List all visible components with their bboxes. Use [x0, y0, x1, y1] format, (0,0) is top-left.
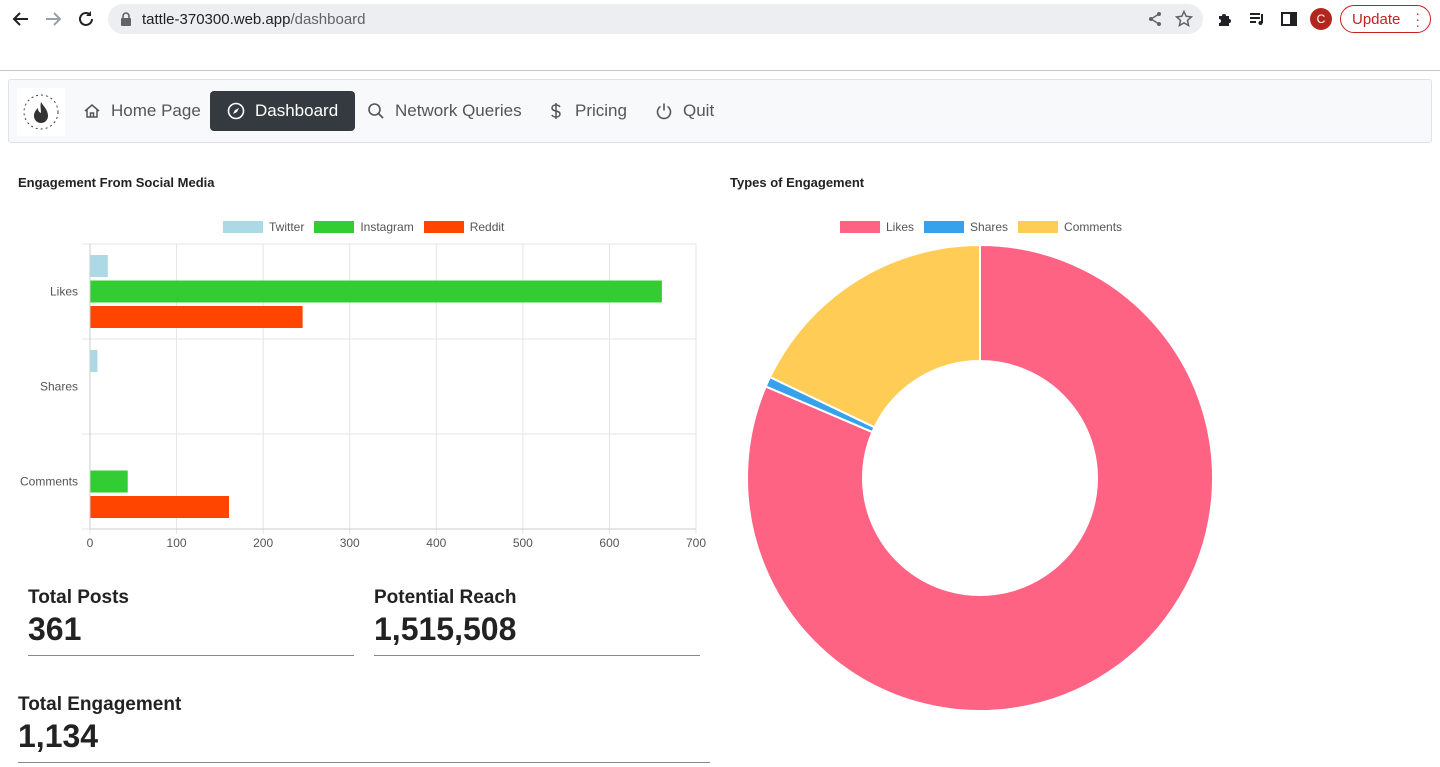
stat-total-posts: Total Posts 361 — [28, 587, 354, 656]
stat-total-posts-label: Total Posts — [28, 587, 129, 608]
power-icon — [656, 103, 672, 120]
forward-arrow-icon — [46, 12, 62, 26]
x-tick-label: 500 — [513, 536, 533, 550]
reload-icon — [79, 11, 93, 26]
update-button[interactable]: Update · · · — [1340, 5, 1431, 33]
more-vert-icon: · · · — [1415, 5, 1420, 33]
bar-reddit-comments[interactable] — [90, 496, 230, 518]
donut-chart-legend: Likes Shares Comments — [840, 220, 1132, 234]
bar-twitter-likes[interactable] — [90, 255, 108, 277]
media-control-icon[interactable] — [1246, 8, 1268, 30]
stat-total-engagement-label: Total Engagement — [18, 694, 182, 715]
forward-button[interactable] — [41, 7, 65, 31]
stat-potential-reach-value: 1,515,508 — [374, 611, 517, 647]
tattle-logo[interactable] — [17, 88, 65, 136]
x-tick-label: 200 — [253, 536, 273, 550]
legend-swatch-shares — [924, 221, 965, 233]
url-host: tattle-370300.web.app — [142, 11, 291, 28]
chrome-divider — [0, 70, 1440, 71]
legend-label-comments: Comments — [1064, 220, 1123, 234]
home-icon — [84, 104, 100, 118]
lock-icon — [121, 12, 131, 26]
donut-chart-title: Types of Engagement — [730, 175, 865, 190]
x-tick-label: 600 — [599, 536, 619, 550]
profile-avatar[interactable]: C — [1310, 8, 1332, 30]
nav-network-queries[interactable]: Network Queries — [350, 91, 539, 131]
bar-chart: 0 100 200 300 400 500 600 700 Likes Shares Comment… — [20, 243, 706, 550]
nav-pricing[interactable]: Pricing — [530, 91, 644, 131]
y-tick-label-comments: Comments — [20, 475, 78, 489]
bar-chart-legend: Twitter Instagram Reddit — [223, 220, 514, 234]
nav-home[interactable]: Home Page — [66, 91, 218, 131]
nav-dashboard-label: Dashboard — [255, 101, 339, 120]
x-tick-label: 300 — [340, 536, 360, 550]
donut-slice-comments[interactable] — [768, 243, 981, 429]
nav-pricing-label: Pricing — [575, 101, 627, 120]
legend-swatch-likes — [840, 221, 880, 233]
bar-chart-title: Engagement From Social Media — [18, 175, 215, 190]
nav-quit-label: Quit — [683, 101, 715, 120]
search-icon — [368, 103, 384, 119]
legend-swatch-twitter — [223, 221, 263, 233]
legend-label-shares: Shares — [970, 220, 1009, 234]
address-bar[interactable]: tattle-370300.web.app/dashboard — [108, 4, 1203, 34]
extensions-icon[interactable] — [1214, 8, 1236, 30]
legend-item-instagram[interactable]: Instagram — [314, 220, 414, 234]
x-tick-label: 100 — [167, 536, 187, 550]
donut-chart — [746, 243, 1214, 712]
compass-icon — [227, 102, 245, 120]
reload-button[interactable] — [74, 7, 98, 31]
legend-item-twitter[interactable]: Twitter — [223, 220, 304, 234]
x-tick-label: 700 — [686, 536, 706, 550]
back-button[interactable] — [9, 7, 33, 31]
nav-dashboard[interactable]: Dashboard — [210, 91, 356, 131]
legend-label-likes: Likes — [886, 220, 915, 234]
nav-network-queries-label: Network Queries — [395, 101, 522, 120]
browser-toolbar: tattle-370300.web.app/dashboard C Update… — [0, 0, 1440, 38]
nav-quit[interactable]: Quit — [638, 91, 731, 131]
stat-total-engagement: Total Engagement 1,134 — [18, 694, 710, 763]
star-icon[interactable] — [1175, 10, 1193, 28]
donut-slice-likes[interactable] — [746, 243, 1214, 712]
back-arrow-icon — [12, 12, 28, 26]
stat-potential-reach: Potential Reach 1,515,508 — [374, 587, 700, 656]
legend-swatch-instagram — [314, 221, 355, 233]
update-label: Update — [1352, 10, 1401, 28]
stat-total-posts-value: 361 — [28, 611, 82, 647]
legend-item-reddit[interactable]: Reddit — [423, 220, 505, 234]
app-navbar: Home Page Dashboard Network Queries Pric… — [8, 79, 1432, 143]
legend-item-comments[interactable]: Comments — [1018, 220, 1122, 234]
x-tick-label: 0 — [87, 536, 94, 550]
stat-total-engagement-value: 1,134 — [18, 718, 99, 754]
y-tick-label-shares: Shares — [40, 380, 78, 394]
legend-label-twitter: Twitter — [269, 220, 305, 234]
dollar-icon — [551, 103, 561, 119]
side-panel-icon[interactable] — [1278, 8, 1300, 30]
legend-item-likes[interactable]: Likes — [840, 220, 914, 234]
x-tick-label: 400 — [426, 536, 446, 550]
share-icon[interactable] — [1147, 11, 1163, 27]
url-path: /dashboard — [290, 11, 366, 28]
bar-twitter-shares[interactable] — [90, 350, 98, 372]
bar-instagram-likes[interactable] — [90, 280, 662, 303]
url-text: tattle-370300.web.app/dashboard — [142, 11, 366, 28]
legend-label-instagram: Instagram — [360, 220, 414, 234]
bar-reddit-likes[interactable] — [90, 306, 303, 328]
flame-logo-icon — [23, 94, 59, 130]
y-tick-label-likes: Likes — [50, 285, 78, 299]
bar-instagram-comments[interactable] — [90, 470, 128, 493]
nav-home-label: Home Page — [111, 101, 201, 120]
legend-item-shares[interactable]: Shares — [924, 220, 1008, 234]
legend-swatch-comments — [1018, 221, 1059, 233]
stat-potential-reach-label: Potential Reach — [374, 587, 517, 608]
legend-label-reddit: Reddit — [469, 220, 505, 234]
legend-swatch-reddit — [423, 221, 464, 233]
